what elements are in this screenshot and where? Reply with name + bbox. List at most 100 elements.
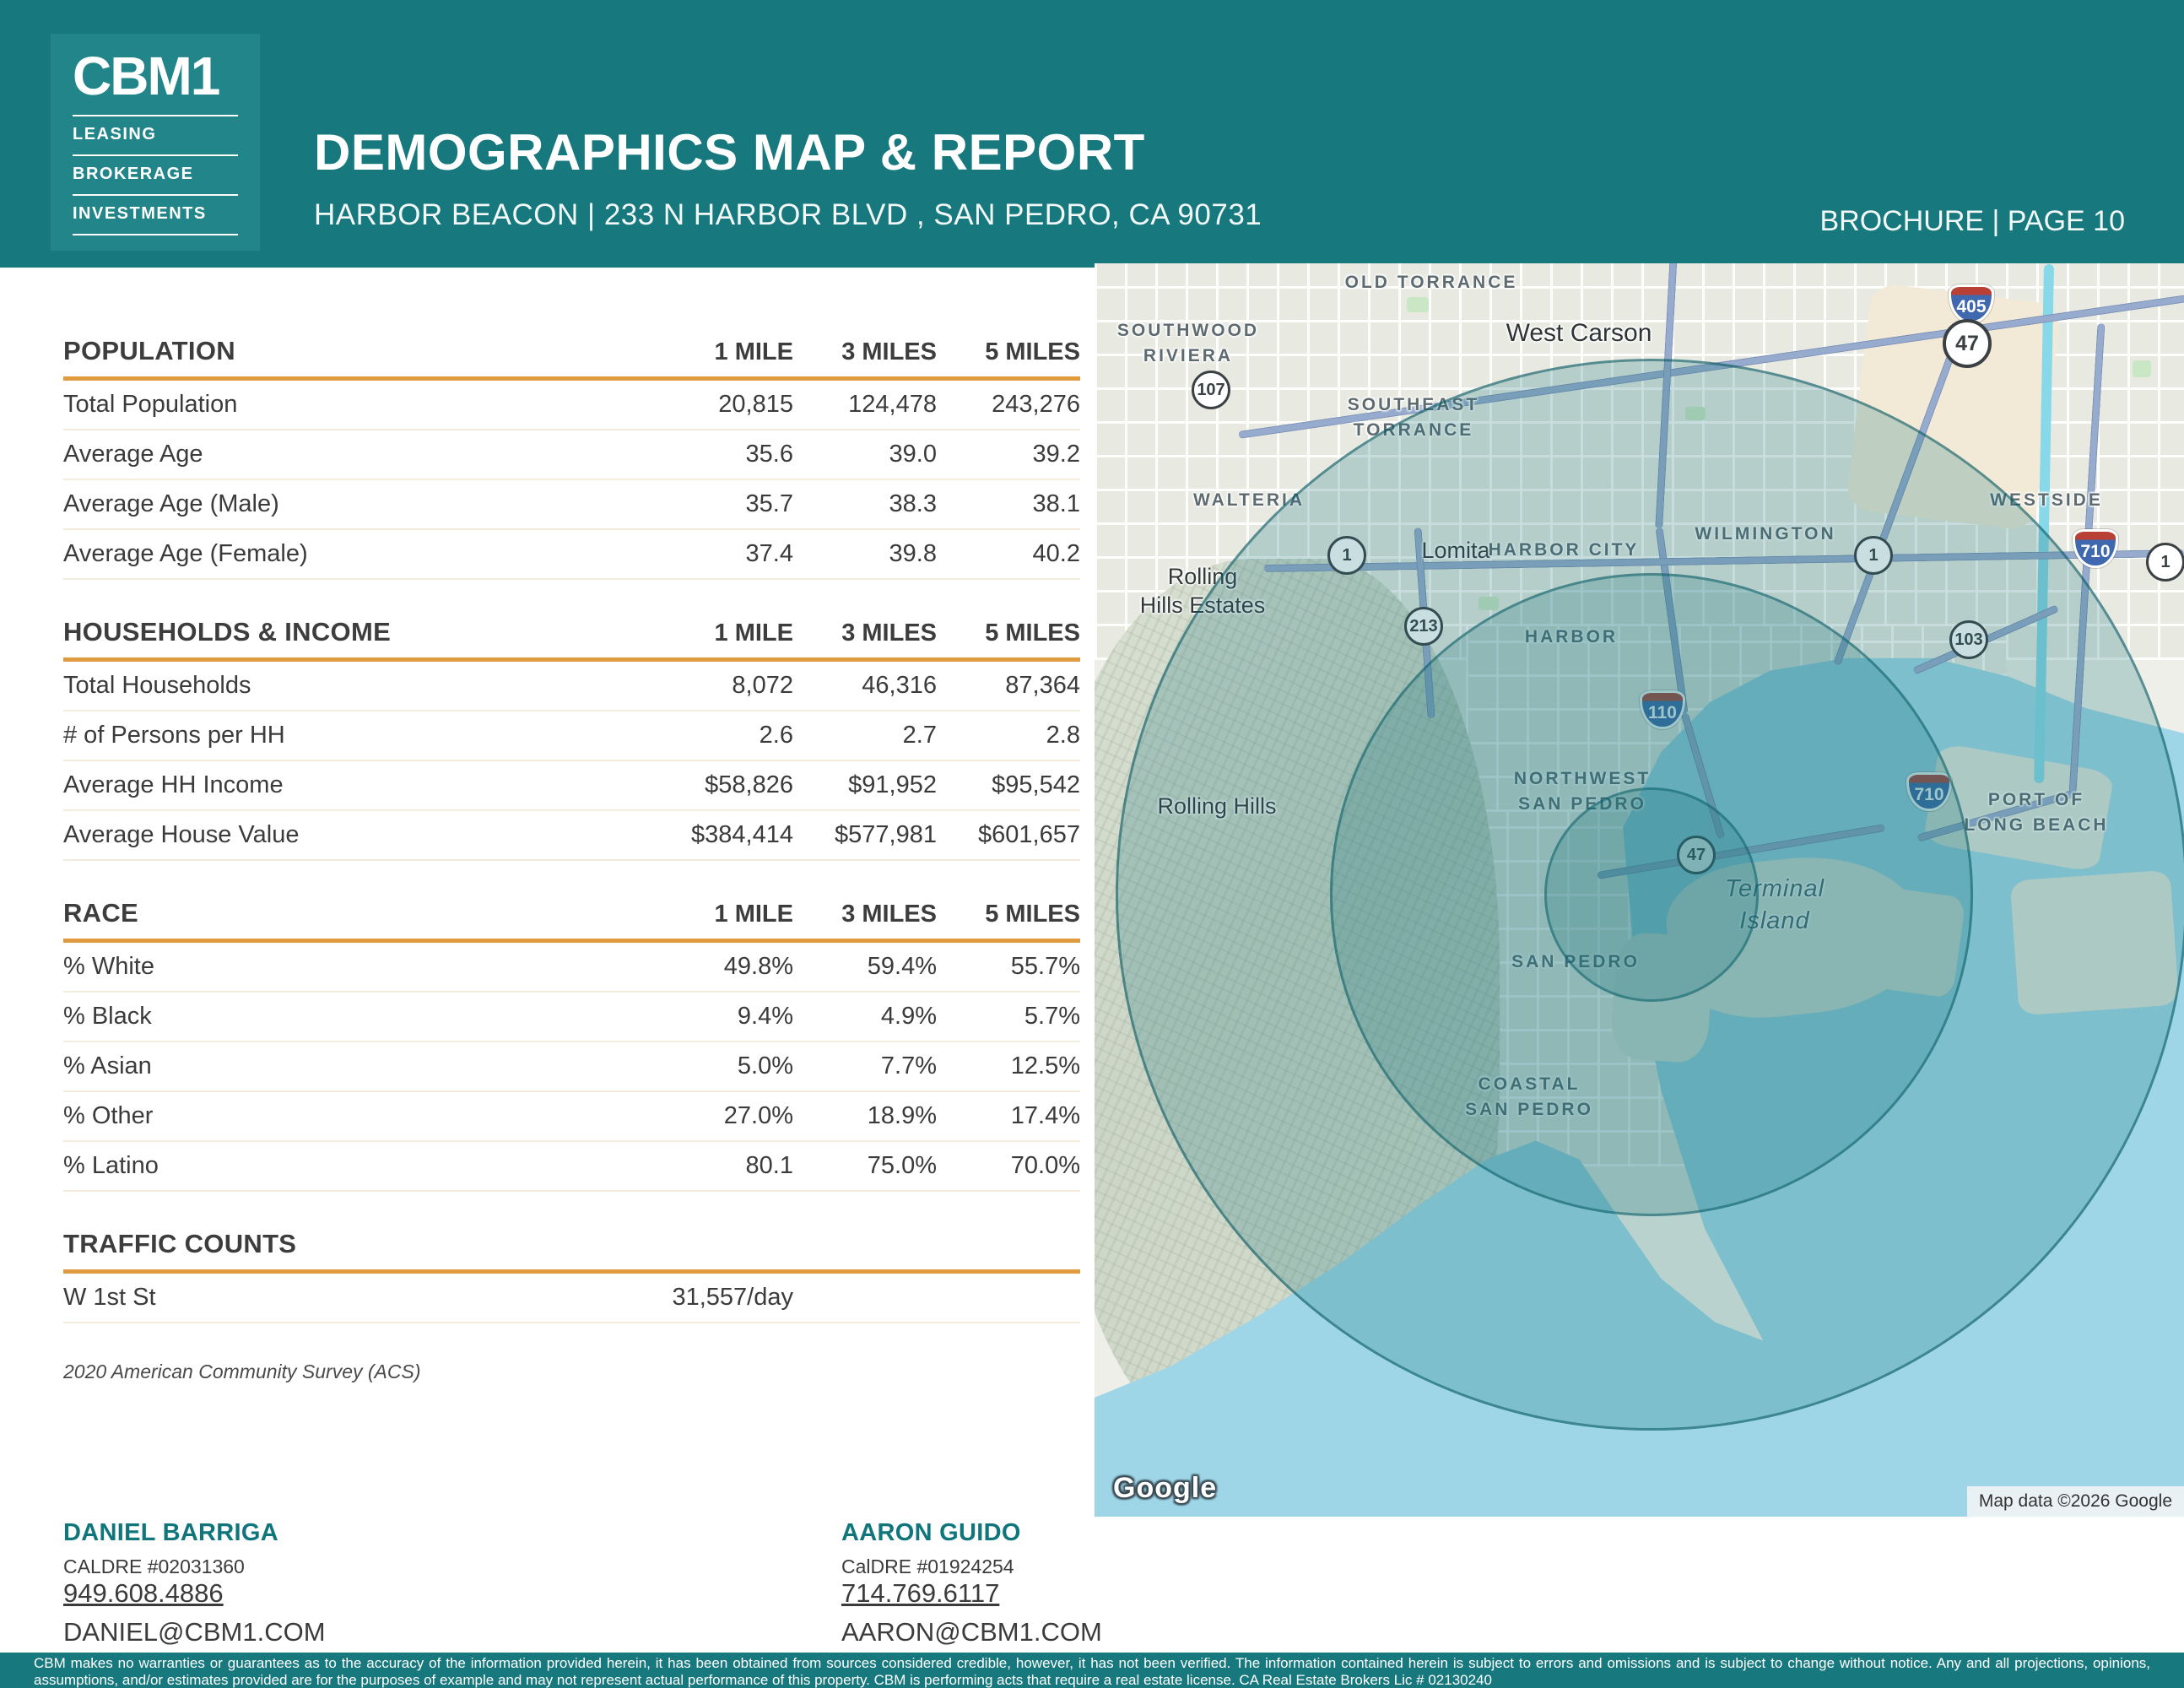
row-label: Average House Value xyxy=(63,821,300,848)
row-value: 20,815 xyxy=(718,391,793,418)
row-value: 39.0 xyxy=(889,441,937,468)
column-header: 5 MILES xyxy=(985,338,1080,365)
cbm1-logo: CBM1 LEASING BROKERAGE INVESTMENTS xyxy=(51,34,260,251)
row-value: 80.1 xyxy=(745,1152,793,1179)
logo-divider xyxy=(73,115,238,116)
row-value: 87,364 xyxy=(1005,672,1080,699)
row-label: Average Age (Male) xyxy=(63,490,279,517)
table-row: % White 49.8% 59.4% 55.7% xyxy=(63,943,1080,993)
contact-email[interactable]: AARON@CBM1.COM xyxy=(841,1617,1102,1647)
contact-phone[interactable]: 714.769.6117 xyxy=(841,1578,1000,1608)
row-label: % Asian xyxy=(63,1052,152,1079)
row-value: $58,826 xyxy=(705,771,793,798)
row-value: $91,952 xyxy=(848,771,937,798)
row-value: 75.0% xyxy=(867,1152,937,1179)
map-attribution: Map data ©2026 Google xyxy=(1966,1486,2184,1517)
logo-divider xyxy=(73,194,238,196)
logo-service-leasing: LEASING xyxy=(73,125,157,143)
route-shield-107-icon: 107 xyxy=(1192,371,1230,409)
table-row: % Other 27.0% 18.9% 17.4% xyxy=(63,1092,1080,1142)
table-row: % Asian 5.0% 7.7% 12.5% xyxy=(63,1042,1080,1092)
table-header-row: RACE 1 MILE 3 MILES 5 MILES xyxy=(63,898,1080,928)
column-header: 5 MILES xyxy=(985,619,1080,647)
row-label: Average HH Income xyxy=(63,771,284,798)
contact-name: AARON GUIDO xyxy=(841,1519,1021,1546)
logo-service-investments: INVESTMENTS xyxy=(73,204,207,223)
column-header: 1 MILE xyxy=(714,619,793,647)
row-value: 5.0% xyxy=(737,1052,793,1079)
row-value: 55.7% xyxy=(1010,953,1080,980)
row-value: 17.4% xyxy=(1010,1102,1080,1129)
park-patch xyxy=(1407,297,1429,312)
row-label: % White xyxy=(63,953,154,980)
contact-email[interactable]: DANIEL@CBM1.COM xyxy=(63,1617,326,1647)
section-rule xyxy=(63,376,1080,381)
row-value: 59.4% xyxy=(867,953,937,980)
row-value: 38.3 xyxy=(889,490,937,517)
row-value: 2.6 xyxy=(759,722,793,749)
column-header: 3 MILES xyxy=(841,619,937,647)
column-header: 1 MILE xyxy=(714,338,793,365)
row-value: 2.7 xyxy=(902,722,937,749)
row-value: 35.6 xyxy=(745,441,793,468)
table-header-row: POPULATION 1 MILE 3 MILES 5 MILES xyxy=(63,336,1080,366)
table-row: W 1st St 31,557/day xyxy=(63,1274,1080,1323)
cbm1-logo-services: LEASING BROKERAGE INVESTMENTS xyxy=(73,115,238,235)
table-row: Average Age 35.6 39.0 39.2 xyxy=(63,430,1080,480)
contact-name: DANIEL BARRIGA xyxy=(63,1519,279,1546)
row-label: # of Persons per HH xyxy=(63,722,285,749)
park-patch xyxy=(2133,360,2151,377)
contact-phone[interactable]: 949.608.4886 xyxy=(63,1578,224,1608)
logo-brand-text: CBM1 xyxy=(73,46,220,106)
section-title: POPULATION xyxy=(63,336,235,365)
property-address: HARBOR BEACON | 233 N HARBOR BLVD , SAN … xyxy=(314,198,1262,231)
row-value: 35.7 xyxy=(745,490,793,517)
row-value: 49.8% xyxy=(723,953,793,980)
row-value: 4.9% xyxy=(880,1003,937,1030)
row-label: Total Households xyxy=(63,672,251,699)
column-header: 5 MILES xyxy=(985,901,1080,928)
contact-license: CalDRE #01924254 xyxy=(841,1555,1014,1577)
row-value: 124,478 xyxy=(848,391,937,418)
section-rule xyxy=(63,657,1080,662)
row-label: Total Population xyxy=(63,391,238,418)
google-logo: Google xyxy=(1113,1472,1218,1504)
row-value: $601,657 xyxy=(978,821,1080,848)
map-label-west-carson: West Carson xyxy=(1506,319,1652,347)
disclaimer-text: CBM makes no warranties or guarantees as… xyxy=(34,1655,2150,1688)
column-header: 3 MILES xyxy=(841,338,937,365)
row-value: 31,557/day xyxy=(672,1284,793,1311)
page-title: DEMOGRAPHICS MAP & REPORT xyxy=(314,124,1145,181)
row-label: % Other xyxy=(63,1102,154,1129)
data-source-footnote: 2020 American Community Survey (ACS) xyxy=(63,1361,421,1382)
table-section-households-income: HOUSEHOLDS & INCOME 1 MILE 3 MILES 5 MILES T… xyxy=(63,617,1080,861)
section-title: TRAFFIC COUNTS xyxy=(63,1229,297,1258)
row-value: 18.9% xyxy=(867,1102,937,1129)
row-value: 39.2 xyxy=(1032,441,1080,468)
logo-service-brokerage: BROKERAGE xyxy=(73,165,194,183)
table-section-traffic-counts: TRAFFIC COUNTS W 1st St 31,557/day xyxy=(63,1229,1080,1323)
row-value: 12.5% xyxy=(1010,1052,1080,1079)
section-rule xyxy=(63,1269,1080,1274)
row-value: $384,414 xyxy=(691,821,793,848)
contact-card-daniel-barriga: DANIEL BARRIGA CALDRE #02031360 949.608.48… xyxy=(63,1519,570,1647)
map-label-old-torrance: OLD TORRANCE xyxy=(1344,273,1518,292)
map-label-walteria: WALTERIA xyxy=(1192,490,1306,510)
table-row: Average Age (Male) 35.7 38.3 38.1 xyxy=(63,480,1080,530)
row-label: Average Age (Female) xyxy=(63,540,308,567)
row-value: 27.0% xyxy=(723,1102,793,1129)
row-value: 243,276 xyxy=(992,391,1080,418)
table-row: # of Persons per HH 2.6 2.7 2.8 xyxy=(63,711,1080,761)
row-value: 2.8 xyxy=(1046,722,1080,749)
logo-divider xyxy=(73,234,238,235)
contact-license: CALDRE #02031360 xyxy=(63,1555,245,1577)
row-label: W 1st St xyxy=(63,1284,156,1311)
table-row: % Latino 80.1 75.0% 70.0% xyxy=(63,1142,1080,1192)
row-value: 46,316 xyxy=(862,672,937,699)
contact-card-aaron-guido: AARON GUIDO CalDRE #01924254 714.769.6117 A… xyxy=(841,1519,1348,1647)
radius-ring-5-mile xyxy=(1116,359,2184,1431)
demographics-map: OLD TORRANCE West Carson SOUTHWOOD RIVIERA… xyxy=(1095,263,2184,1517)
section-rule xyxy=(63,939,1080,943)
map-label-southwood-riviera: SOUTHWOOD RIVIERA xyxy=(1116,321,1260,365)
